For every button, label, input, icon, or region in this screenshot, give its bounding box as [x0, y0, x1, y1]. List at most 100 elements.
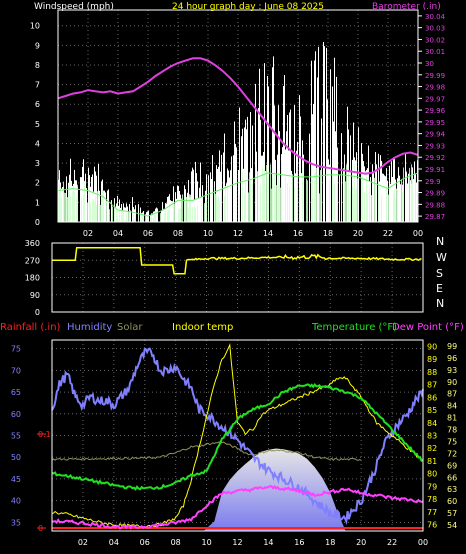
direction-tick-label: 90	[30, 291, 40, 300]
time-tick-label: 04	[109, 538, 119, 547]
indoor-tick-label: 82	[427, 444, 437, 453]
barometer-tick-label: 29.9	[425, 178, 441, 186]
temperature-time-axis-ticks: 02 04 06 08 10 12 14 16 18 20 22 00	[78, 538, 428, 547]
humidity-tick-label: 75	[11, 345, 21, 354]
barometer-axis-label: Barometer (.in)	[372, 2, 441, 12]
humidity-tick-label: 70	[11, 366, 21, 375]
compass-label: W	[436, 251, 447, 264]
temperature-tick-label: 99	[447, 342, 457, 351]
humidity-tick-label: 35	[11, 518, 21, 527]
temperature-line	[51, 383, 424, 491]
indoor-tick-label: 90	[427, 342, 437, 351]
time-tick-label: 02	[83, 229, 93, 238]
legend-entry: Indoor temp	[172, 322, 233, 333]
direction-tick-label: 360	[25, 239, 40, 248]
wind-average-line	[57, 172, 419, 217]
windspeed-tick-label: 7	[35, 81, 40, 90]
windspeed-tick-label: 4	[35, 139, 40, 148]
wind-barometer-frame	[57, 9, 419, 223]
time-tick-label: 22	[387, 538, 397, 547]
humidity-tick-label: 55	[11, 432, 21, 441]
time-tick-label: 20	[353, 229, 363, 238]
windspeed-tick-label: 8	[35, 61, 40, 70]
temperature-tick-label: 87	[447, 390, 457, 399]
chart-title: 24 hour graph day : June 08 2025	[172, 2, 324, 12]
humidity-tick-label: 65	[11, 388, 21, 397]
temperature-humidity-panel: Rainfall (.in) Humidity Solar Indoor temp Te…	[0, 322, 464, 547]
legend-entry: Rainfall (.in)	[0, 322, 61, 333]
indoor-tick-label: 76	[427, 521, 437, 530]
windspeed-tick-label: 5	[35, 120, 40, 129]
temperature-tick-label: 78	[447, 426, 457, 435]
time-tick-label: 18	[323, 229, 333, 238]
barometer-tick-label: 29.95	[425, 119, 445, 127]
windspeed-tick-label: 2	[35, 179, 40, 188]
temperature-tick-label: 93	[447, 366, 457, 375]
direction-degree-ticks: 0 90 180 270 360	[25, 239, 40, 317]
windspeed-tick-label: 1	[35, 198, 40, 207]
barometer-tick-label: 29.91	[425, 166, 445, 174]
time-tick-label: 00	[413, 229, 423, 238]
windspeed-axis-label: Windspeed (mph)	[34, 2, 114, 12]
barometer-tick-label: 29.97	[425, 95, 445, 103]
time-tick-label: 08	[173, 229, 183, 238]
humidity-tick-label: 40	[11, 497, 21, 506]
humidity-axis-ticks: 35 40 45 50 55 60 65 70 75	[11, 345, 21, 528]
indoor-tick-label: 78	[427, 495, 437, 504]
windspeed-tick-label: 10	[30, 22, 40, 31]
barometer-line	[57, 57, 419, 175]
time-tick-label: 14	[263, 538, 273, 547]
wind-time-axis-ticks: 02 04 06 08 10 12 14 16 18 20 22 00	[83, 229, 423, 238]
barometer-tick-label: 30.01	[425, 48, 445, 56]
windspeed-tick-label: 9	[35, 41, 40, 50]
legend: Rainfall (.in) Humidity Solar Indoor temp Te…	[0, 322, 464, 333]
time-tick-label: 18	[325, 538, 335, 547]
indoor-tick-label: 86	[427, 393, 437, 402]
indoor-tick-label: 83	[427, 432, 437, 441]
time-tick-label: 08	[171, 538, 181, 547]
time-tick-label: 10	[203, 229, 213, 238]
time-tick-label: 06	[140, 538, 150, 547]
barometer-tick-label: 29.93	[425, 142, 445, 150]
barometer-tick-label: 29.94	[425, 131, 446, 139]
windspeed-tick-label: 0	[35, 218, 40, 227]
wind-direction-line	[52, 247, 422, 275]
barometer-tick-label: 29.89	[425, 190, 445, 198]
dew-point-line	[52, 484, 424, 530]
indoor-temp-axis-ticks: 76 77 78 79 80 81 82 83 84 85 86 87 88 89 90	[427, 342, 437, 529]
wind-average-fill	[58, 160, 418, 222]
legend-entry: Temperature (°F)	[311, 322, 397, 333]
compass-label: S	[436, 267, 443, 280]
time-tick-label: 22	[383, 229, 393, 238]
time-tick-label: 00	[418, 538, 428, 547]
windspeed-axis-ticks: 0 1 2 3 4 5 6 7 8 9 10	[30, 22, 40, 227]
barometer-axis-ticks: 29.87 29.88 29.89 29.9 29.91 29.92 29.93 29.94 2…	[418, 13, 446, 221]
indoor-tick-label: 88	[427, 368, 437, 377]
temperature-axis-ticks: 54 57 60 63 66 69 72 75 78 81 84 87 90 93 96 99	[447, 342, 457, 530]
direction-tick-label: 180	[25, 274, 40, 283]
compass-label: N	[436, 297, 444, 310]
barometer-tick-label: 30.02	[425, 36, 445, 44]
time-tick-label: 10	[201, 538, 211, 547]
wind-direction-frame	[51, 242, 424, 313]
time-tick-label: 12	[232, 538, 242, 547]
temperature-tick-label: 84	[447, 402, 457, 411]
rainfall-tick-label: 0.1	[38, 430, 51, 439]
temperature-tick-label: 81	[447, 414, 457, 423]
legend-entry: Dew Point (°F)	[392, 322, 464, 333]
temperature-tick-label: 69	[447, 461, 457, 470]
humidity-tick-label: 60	[11, 410, 21, 419]
indoor-tick-label: 84	[427, 419, 437, 428]
time-tick-label: 04	[113, 229, 123, 238]
time-tick-label: 12	[233, 229, 243, 238]
barometer-tick-label: 29.87	[425, 213, 445, 221]
temperature-tick-label: 96	[447, 354, 457, 363]
indoor-tick-label: 77	[427, 508, 437, 517]
barometer-tick-label: 29.92	[425, 154, 445, 162]
barometer-tick-label: 29.96	[425, 107, 446, 115]
windspeed-tick-label: 6	[35, 100, 40, 109]
legend-entry: Solar	[117, 322, 143, 333]
compass-label: E	[436, 282, 443, 295]
